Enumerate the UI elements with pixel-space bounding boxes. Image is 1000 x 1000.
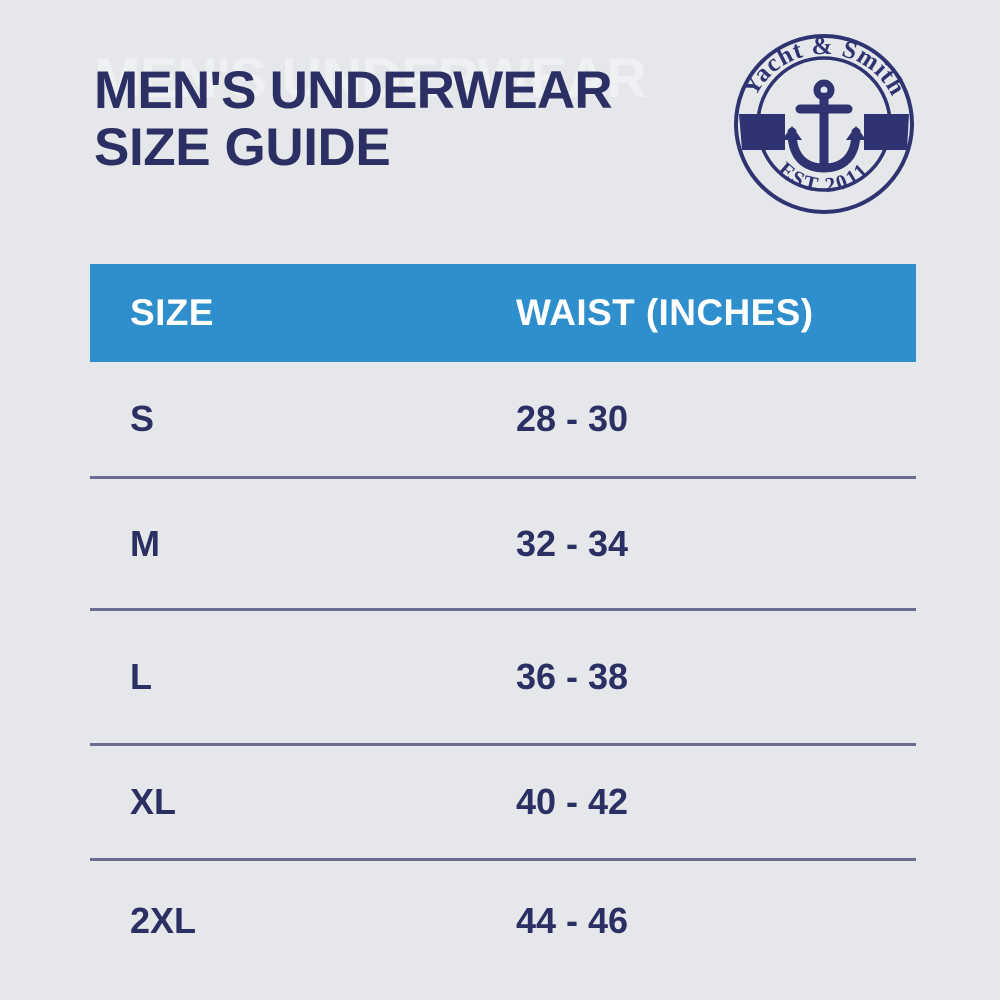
stamp-outer-ring [734,34,914,214]
table-row: M 32 - 34 [90,479,916,608]
page-title-line-2: SIZE GUIDE [94,118,391,178]
column-header-size: SIZE [130,292,214,333]
row-divider [90,608,916,611]
table-row: XL 40 - 42 [90,746,916,858]
cell-waist: 32 - 34 [516,522,629,564]
cell-size: S [130,398,155,439]
row-divider [90,476,916,479]
size-table: SIZE WAIST (INCHES) S 28 - 30 M 32 - 34 … [90,264,916,981]
table-row: 2XL 44 - 46 [90,861,916,981]
cell-waist: 44 - 46 [516,900,629,941]
page-header: MEN'S UNDERWEAR MEN'S UNDERWEAR SIZE GUI… [94,50,734,178]
cell-waist: 40 - 42 [516,781,629,822]
cell-size: 2XL [130,900,197,941]
cell-size: M [130,522,160,564]
anchor-fluke-tips [782,126,866,140]
cell-size: L [130,656,152,697]
size-table-header-row: SIZE WAIST (INCHES) [90,264,916,362]
row-divider [90,858,916,861]
brand-logo-stamp: Yacht & Smith EST 2011 [718,18,930,230]
table-row: L 36 - 38 [90,611,916,743]
row-divider [90,743,916,746]
cell-waist: 28 - 30 [516,398,629,439]
cell-size: XL [130,781,177,822]
table-row: S 28 - 30 [90,362,916,476]
stamp-brand-text: Yacht & Smith [737,33,911,101]
stamp-banner-band [739,114,909,150]
title-watermark: MEN'S UNDERWEAR [94,46,647,109]
cell-waist: 36 - 38 [516,656,629,697]
column-header-waist: WAIST (INCHES) [516,292,814,333]
anchor-icon [787,79,861,173]
page-title-line-1: MEN'S UNDERWEAR [94,61,613,120]
